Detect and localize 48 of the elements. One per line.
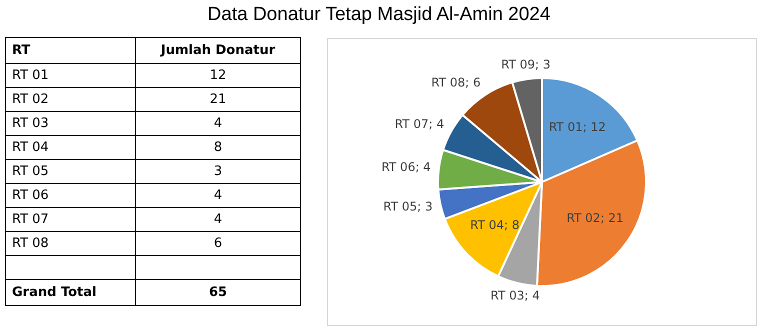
slice-label: RT 05	[383, 200, 418, 214]
data-label: 3	[542, 57, 551, 72]
slice-label: RT 04	[470, 218, 504, 232]
text: 4	[136, 208, 300, 232]
slice-label: RT 08	[431, 75, 466, 90]
text: 3	[136, 160, 300, 184]
slice-label: RT 02	[566, 210, 600, 225]
slice-label: RT 09	[501, 57, 536, 72]
text: 4	[136, 184, 300, 208]
text: 6	[136, 232, 300, 256]
chart-title: Data Donatur Tetap Masjid Al-Amin 2024	[206, 4, 552, 26]
text: ;	[417, 200, 422, 214]
text: ;	[465, 75, 470, 90]
text: RT 08	[6, 232, 136, 256]
text: ;	[524, 288, 528, 303]
data-label: 4	[423, 160, 431, 174]
text: RT 07	[6, 208, 136, 232]
text: ;	[504, 218, 508, 232]
text: RT 03	[6, 112, 136, 136]
text: ;	[582, 120, 587, 134]
text: Grand Total	[6, 280, 136, 306]
data-label: 4	[532, 288, 540, 303]
slice-label: RT 03	[490, 288, 524, 303]
data-label: 3	[425, 200, 433, 214]
text: 8	[136, 136, 300, 160]
data-label: 21	[608, 210, 624, 225]
text: 12	[136, 64, 300, 88]
text: RT 02	[6, 88, 136, 112]
text: RT	[6, 38, 136, 64]
text: RT 01	[6, 64, 136, 88]
text: RT 06	[6, 184, 136, 208]
slice-label: RT 01	[548, 120, 583, 134]
text: 4	[136, 112, 300, 136]
data-label: 4	[436, 116, 444, 131]
text: ;	[415, 160, 420, 174]
text: 65	[136, 280, 300, 306]
text: 21	[136, 88, 300, 112]
slice-label: RT 07	[394, 116, 429, 131]
data-label: 8	[512, 218, 520, 232]
text: RT 05	[6, 160, 136, 184]
data-label: 12	[590, 120, 606, 134]
text: Jumlah Donatur	[136, 38, 300, 64]
text: ;	[428, 116, 433, 131]
text: ;	[535, 57, 540, 72]
data-label: 6	[472, 75, 481, 90]
text: RT 04	[6, 136, 136, 160]
text: ;	[600, 210, 604, 225]
slice-label: RT 06	[381, 160, 416, 174]
